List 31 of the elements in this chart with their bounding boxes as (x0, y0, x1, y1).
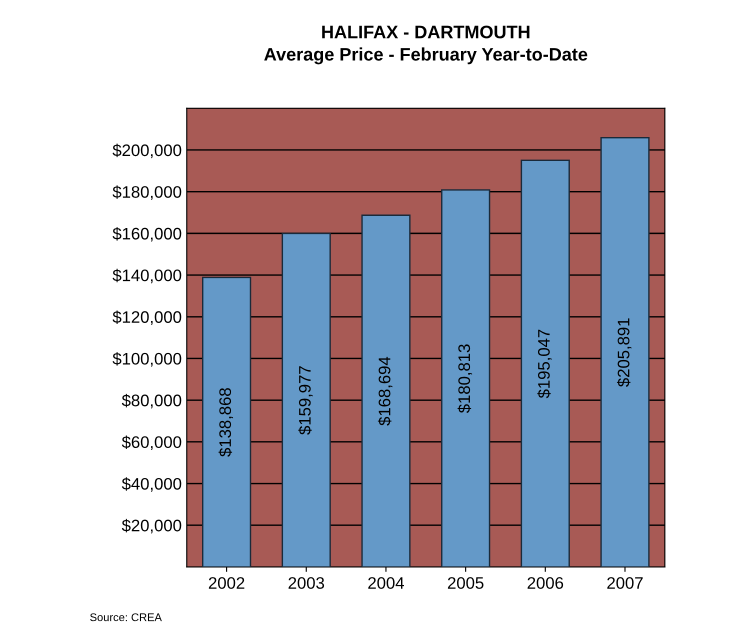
bar (520, 160, 570, 567)
y-tick-label: $200,000 (112, 144, 182, 158)
data-label: $205,891 (616, 318, 632, 387)
x-tick-label: 2006 (528, 577, 564, 589)
source-note: Source: CREA (90, 613, 162, 622)
x-tick-label: 2007 (607, 577, 643, 589)
bar (441, 189, 490, 567)
data-label: $180,813 (458, 344, 472, 414)
y-tick-label: $60,000 (122, 436, 182, 450)
y-tick-label: $120,000 (112, 310, 182, 325)
x-tick-label: 2004 (368, 577, 404, 589)
y-tick-label: $20,000 (122, 518, 182, 534)
data-label: $168,694 (378, 356, 392, 426)
data-label: $138,868 (218, 388, 234, 457)
y-tick-label: $180,000 (112, 185, 182, 200)
bar (600, 137, 650, 567)
y-tick-label: $80,000 (122, 394, 182, 408)
data-label: $195,047 (537, 330, 552, 398)
chart-subtitle: Average Price - February Year-to-Date (264, 47, 588, 64)
bar (202, 276, 252, 567)
y-tick-label: $140,000 (112, 268, 182, 284)
x-tick-label: 2005 (448, 577, 484, 589)
bar (361, 214, 411, 567)
y-tick-label: $40,000 (122, 477, 182, 492)
x-tick-label: 2002 (208, 577, 244, 589)
y-tick-label: $160,000 (112, 227, 182, 242)
bar (282, 232, 331, 567)
data-label: $159,977 (298, 366, 313, 435)
y-tick-label: $100,000 (112, 352, 182, 367)
chart-title: HALIFAX - DARTMOUTH (322, 26, 530, 38)
x-tick-label: 2003 (288, 577, 324, 589)
